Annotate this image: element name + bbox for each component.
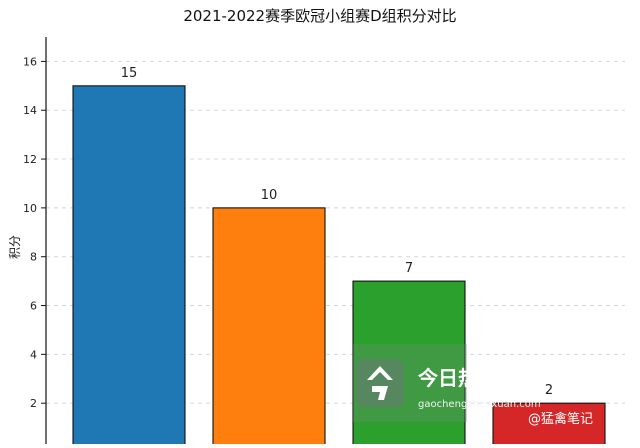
bar-4 [492,402,606,448]
watermark-brand-text: 今日热榜 [418,366,498,390]
watermark: 今日热榜 gaochengzhenxuan.com @猛禽笔记 [353,344,593,427]
y-tick-label-1: 4 [30,348,37,361]
bar-2 [212,207,326,448]
y-tick-label-5: 12 [23,153,37,166]
today-hot-list-icon [356,359,404,407]
chart-title: 2021-2022赛季欧冠小组赛D组积分对比 [183,7,456,25]
bar-value-label-4: 2 [545,383,553,398]
axes: 2 4 6 8 10 12 14 16 [23,37,47,444]
bar-1 [72,85,186,448]
watermark-url: gaochengzhenxuan.com [418,399,541,410]
bar-value-label-2: 10 [261,188,278,203]
watermark-credit: @猛禽笔记 [528,411,593,427]
y-axis-label: 积分 [8,235,22,259]
bar-value-label-1: 15 [121,66,138,81]
today-hot-list-icon-glyph [367,366,393,400]
y-tick-label-4: 10 [23,202,37,215]
y-tick-label-2: 6 [30,300,37,313]
value-labels-layer: 15 10 7 2 [121,66,553,398]
y-tick-label-6: 14 [23,104,37,117]
y-tick-label-0: 2 [30,397,37,410]
y-tick-label-7: 16 [23,55,37,68]
y-tick-label-3: 8 [30,251,37,264]
bar-value-label-3: 7 [405,261,413,276]
bars-layer [72,85,606,448]
